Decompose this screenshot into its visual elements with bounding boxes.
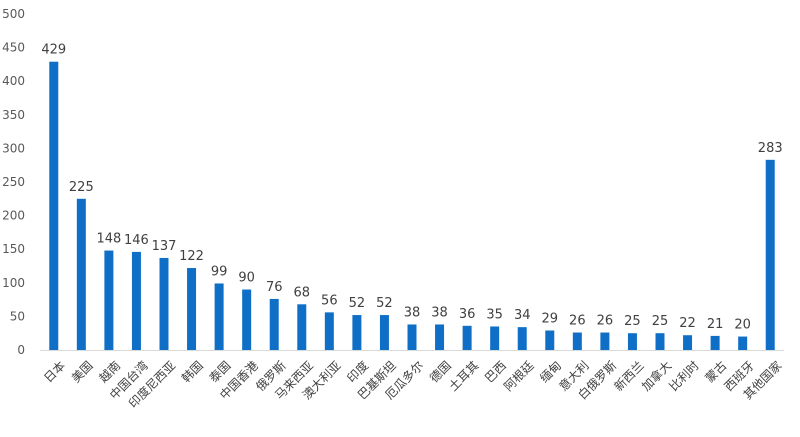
data-label: 99 bbox=[211, 264, 228, 279]
y-tick-label: 450 bbox=[2, 41, 25, 55]
data-label: 56 bbox=[321, 293, 338, 308]
bar bbox=[379, 315, 389, 350]
bar bbox=[600, 332, 610, 350]
bar bbox=[242, 289, 252, 350]
x-tick-label: 阿根廷 bbox=[501, 358, 536, 393]
data-label: 25 bbox=[652, 314, 669, 329]
data-label: 20 bbox=[734, 318, 751, 333]
x-tick-label: 加拿大 bbox=[638, 358, 674, 394]
data-label: 90 bbox=[238, 271, 255, 286]
x-tick-label: 土耳其 bbox=[446, 358, 481, 393]
data-label: 137 bbox=[152, 239, 177, 254]
y-tick-label: 100 bbox=[2, 276, 25, 290]
x-tick-label: 新西兰 bbox=[611, 358, 647, 394]
bar bbox=[214, 283, 224, 350]
y-tick-label: 500 bbox=[2, 7, 25, 21]
bar bbox=[435, 324, 445, 350]
data-label: 38 bbox=[431, 305, 448, 320]
bar bbox=[49, 61, 59, 350]
data-label: 225 bbox=[69, 180, 94, 195]
data-label: 52 bbox=[376, 296, 393, 311]
data-label: 122 bbox=[179, 249, 204, 264]
bar bbox=[131, 251, 141, 350]
bar bbox=[572, 332, 582, 350]
data-label: 29 bbox=[542, 312, 559, 327]
data-label: 429 bbox=[41, 43, 66, 58]
x-tick-label: 美国 bbox=[69, 358, 96, 385]
bar bbox=[490, 326, 500, 350]
data-label: 146 bbox=[124, 233, 149, 248]
x-tick-label: 韩国 bbox=[178, 358, 206, 386]
y-tick-label: 400 bbox=[2, 74, 25, 88]
x-tick-label: 比利时 bbox=[667, 358, 702, 393]
data-label: 21 bbox=[707, 317, 724, 332]
y-tick-label: 50 bbox=[10, 309, 25, 323]
bar bbox=[765, 159, 775, 350]
bar bbox=[324, 312, 334, 350]
data-label: 26 bbox=[569, 314, 586, 329]
bar bbox=[627, 333, 637, 350]
data-label: 22 bbox=[679, 316, 696, 331]
bar bbox=[187, 268, 197, 350]
y-tick-label: 0 bbox=[17, 343, 25, 357]
bar bbox=[738, 336, 748, 350]
data-label: 25 bbox=[624, 314, 641, 329]
data-label: 283 bbox=[758, 141, 783, 156]
x-tick-label: 日本 bbox=[41, 358, 68, 385]
bar bbox=[710, 335, 720, 350]
bar bbox=[104, 250, 114, 350]
bar bbox=[352, 315, 362, 350]
data-label: 68 bbox=[294, 285, 311, 300]
y-axis-ticks: 0 50 100 150 200 250 300 350 400 450 500 bbox=[2, 7, 25, 357]
bar bbox=[76, 198, 86, 350]
y-tick-label: 300 bbox=[2, 141, 25, 155]
bar bbox=[269, 298, 279, 350]
bar bbox=[517, 327, 527, 350]
bar bbox=[655, 333, 665, 350]
data-label: 34 bbox=[514, 308, 531, 323]
y-tick-label: 350 bbox=[2, 108, 25, 122]
y-tick-label: 250 bbox=[2, 175, 25, 189]
bar bbox=[683, 335, 693, 350]
y-tick-label: 200 bbox=[2, 209, 25, 223]
data-label: 38 bbox=[404, 305, 421, 320]
y-tick-label: 150 bbox=[2, 242, 25, 256]
data-label: 148 bbox=[96, 232, 121, 247]
bar bbox=[159, 257, 169, 350]
bar bbox=[545, 330, 555, 350]
bar bbox=[297, 304, 307, 350]
bar bbox=[462, 325, 472, 350]
data-label: 52 bbox=[349, 296, 366, 311]
bar bbox=[407, 324, 417, 350]
bars bbox=[49, 61, 775, 350]
data-label: 35 bbox=[486, 307, 503, 322]
data-label: 26 bbox=[597, 314, 614, 329]
data-label: 76 bbox=[266, 280, 283, 295]
data-label: 36 bbox=[459, 307, 476, 322]
